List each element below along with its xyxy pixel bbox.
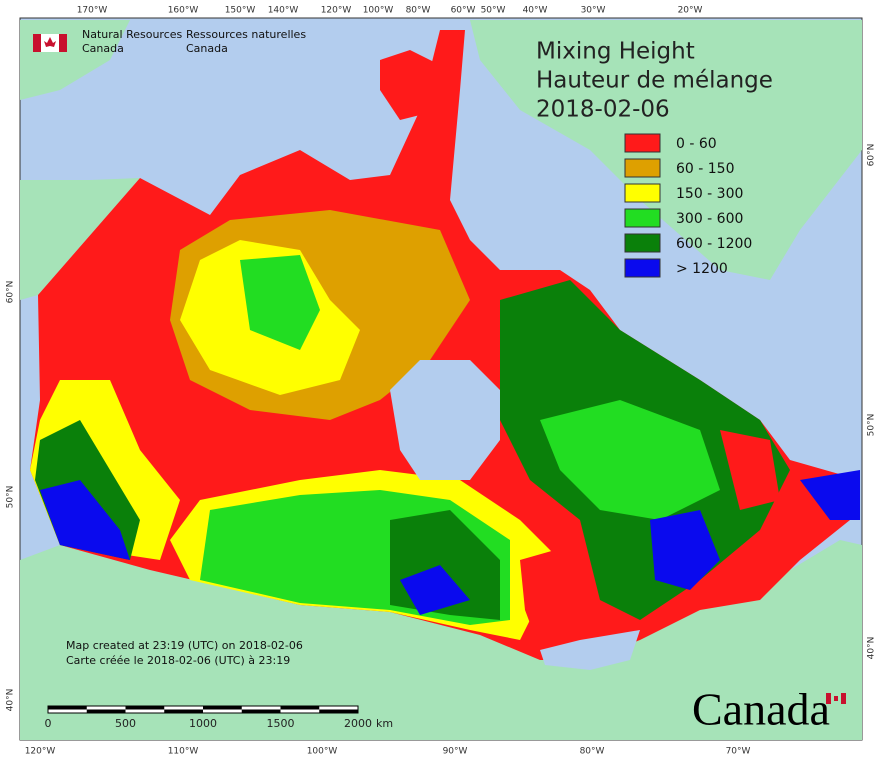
graticule-label: 150°W — [225, 6, 256, 16]
wordmark-flag — [841, 693, 846, 704]
legend-swatch — [624, 233, 661, 253]
graticule-label: 80°W — [406, 6, 431, 16]
hudson-bay — [390, 360, 500, 480]
graticule-label: 30°W — [581, 6, 606, 16]
zone — [400, 565, 470, 615]
legend-label: 300 - 600 — [676, 211, 743, 227]
graticule-label: 40°N — [867, 637, 877, 660]
agency-en: Natural Resources — [82, 28, 183, 41]
zone — [240, 255, 320, 350]
wordmark: Canada — [692, 684, 830, 735]
scale-segment — [280, 706, 320, 710]
graticule-label: 50°W — [481, 6, 506, 16]
lake — [540, 630, 640, 670]
agency-en: Canada — [82, 42, 124, 55]
legend-swatch — [624, 133, 661, 153]
scale-segment — [319, 709, 358, 713]
legend-label: 150 - 300 — [676, 186, 743, 202]
greenland — [470, 20, 862, 280]
title: Mixing Height — [536, 39, 695, 65]
flag-bar — [33, 34, 41, 52]
scale-segment — [164, 709, 203, 713]
legend-label: 600 - 1200 — [676, 236, 752, 252]
graticule-label: 120°W — [25, 747, 56, 757]
scale-unit: km — [376, 717, 393, 730]
graticule-label: 70°W — [726, 747, 751, 757]
graticule-label: 90°W — [443, 747, 468, 757]
scale-segment — [203, 706, 242, 710]
scale-segment — [86, 709, 126, 713]
zone — [720, 430, 780, 510]
scale-segment — [241, 709, 281, 713]
credit: Carte créée le 2018-02-06 (UTC) à 23:19 — [66, 654, 290, 667]
legend-label: 0 - 60 — [676, 136, 717, 152]
legend-swatch — [624, 258, 661, 278]
graticule-label: 140°W — [268, 6, 299, 16]
title: Hauteur de mélange — [536, 68, 773, 94]
credit: Map created at 23:19 (UTC) on 2018-02-06 — [66, 639, 303, 652]
scale-label: 2000 — [344, 717, 372, 730]
wordmark-flag — [834, 696, 838, 701]
graticule-label: 160°W — [168, 6, 199, 16]
graticule-label: 170°W — [77, 6, 108, 16]
flag-bar — [59, 34, 67, 52]
usa — [20, 540, 862, 740]
agency-fr: Canada — [186, 42, 228, 55]
legend-swatch — [624, 208, 661, 228]
graticule-label: 50°N — [6, 486, 16, 509]
graticule-label: 60°N — [6, 281, 16, 304]
graticule-label: 50°N — [867, 414, 877, 437]
scale-segment — [48, 706, 87, 710]
wordmark-flag — [826, 693, 831, 704]
graticule-label: 60°N — [867, 144, 877, 167]
scale-label: 500 — [115, 717, 136, 730]
alaska — [20, 178, 140, 300]
graticule-label: 20°W — [678, 6, 703, 16]
legend-swatch — [624, 183, 661, 203]
scale-label: 0 — [45, 717, 52, 730]
legend-label: > 1200 — [676, 261, 728, 277]
graticule-label: 100°W — [307, 747, 338, 757]
zone — [540, 400, 720, 520]
zone — [520, 540, 610, 650]
graticule-label: 100°W — [363, 6, 394, 16]
scale-label: 1500 — [267, 717, 295, 730]
scale-label: 1000 — [189, 717, 217, 730]
graticule-label: 120°W — [321, 6, 352, 16]
zone — [380, 50, 450, 120]
zone — [800, 470, 860, 520]
scale-segment — [125, 706, 165, 710]
graticule-label: 80°W — [580, 747, 605, 757]
graticule-label: 40°N — [6, 689, 16, 712]
zone — [650, 510, 720, 590]
maple-leaf — [44, 37, 56, 47]
legend-label: 60 - 150 — [676, 161, 735, 177]
graticule-label: 60°W — [451, 6, 476, 16]
legend-swatch — [624, 158, 661, 178]
graticule-label: 40°W — [523, 6, 548, 16]
graticule-label: 110°W — [168, 747, 199, 757]
agency-fr: Ressources naturelles — [186, 28, 306, 41]
title-date: 2018-02-06 — [536, 97, 670, 123]
zone — [40, 480, 130, 560]
